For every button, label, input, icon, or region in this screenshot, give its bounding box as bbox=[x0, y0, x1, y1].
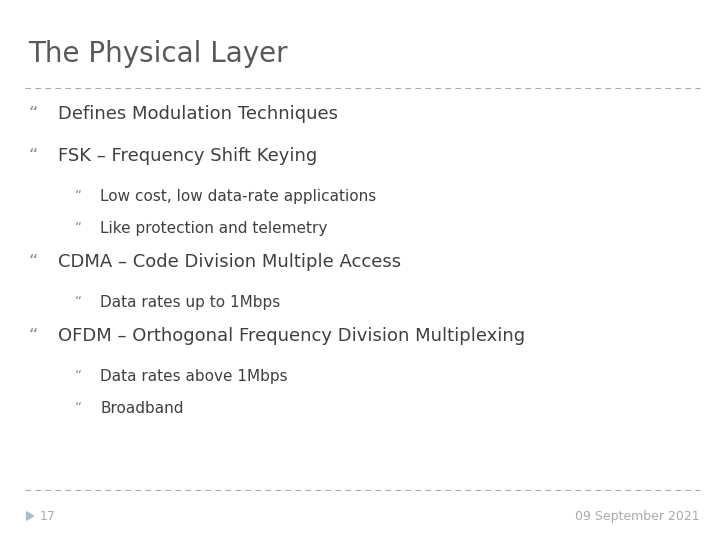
Text: “: “ bbox=[75, 369, 82, 383]
Polygon shape bbox=[27, 512, 34, 520]
Text: “: “ bbox=[28, 147, 37, 165]
Text: “: “ bbox=[75, 189, 82, 203]
Text: Data rates above 1Mbps: Data rates above 1Mbps bbox=[100, 369, 287, 384]
Text: 09 September 2021: 09 September 2021 bbox=[575, 510, 700, 523]
Text: CDMA – Code Division Multiple Access: CDMA – Code Division Multiple Access bbox=[58, 253, 401, 271]
Text: “: “ bbox=[75, 295, 82, 309]
Text: “: “ bbox=[28, 105, 37, 123]
Text: “: “ bbox=[28, 253, 37, 271]
Text: “: “ bbox=[75, 221, 82, 235]
Text: Like protection and telemetry: Like protection and telemetry bbox=[100, 221, 328, 236]
Text: 17: 17 bbox=[40, 510, 56, 523]
Text: The Physical Layer: The Physical Layer bbox=[28, 40, 287, 68]
Text: “: “ bbox=[75, 401, 82, 415]
Text: Data rates up to 1Mbps: Data rates up to 1Mbps bbox=[100, 295, 280, 310]
Text: Low cost, low data-rate applications: Low cost, low data-rate applications bbox=[100, 189, 377, 204]
Text: FSK – Frequency Shift Keying: FSK – Frequency Shift Keying bbox=[58, 147, 318, 165]
Text: “: “ bbox=[28, 327, 37, 345]
Text: OFDM – Orthogonal Frequency Division Multiplexing: OFDM – Orthogonal Frequency Division Mul… bbox=[58, 327, 525, 345]
Text: Broadband: Broadband bbox=[100, 401, 184, 416]
Text: Defines Modulation Techniques: Defines Modulation Techniques bbox=[58, 105, 338, 123]
